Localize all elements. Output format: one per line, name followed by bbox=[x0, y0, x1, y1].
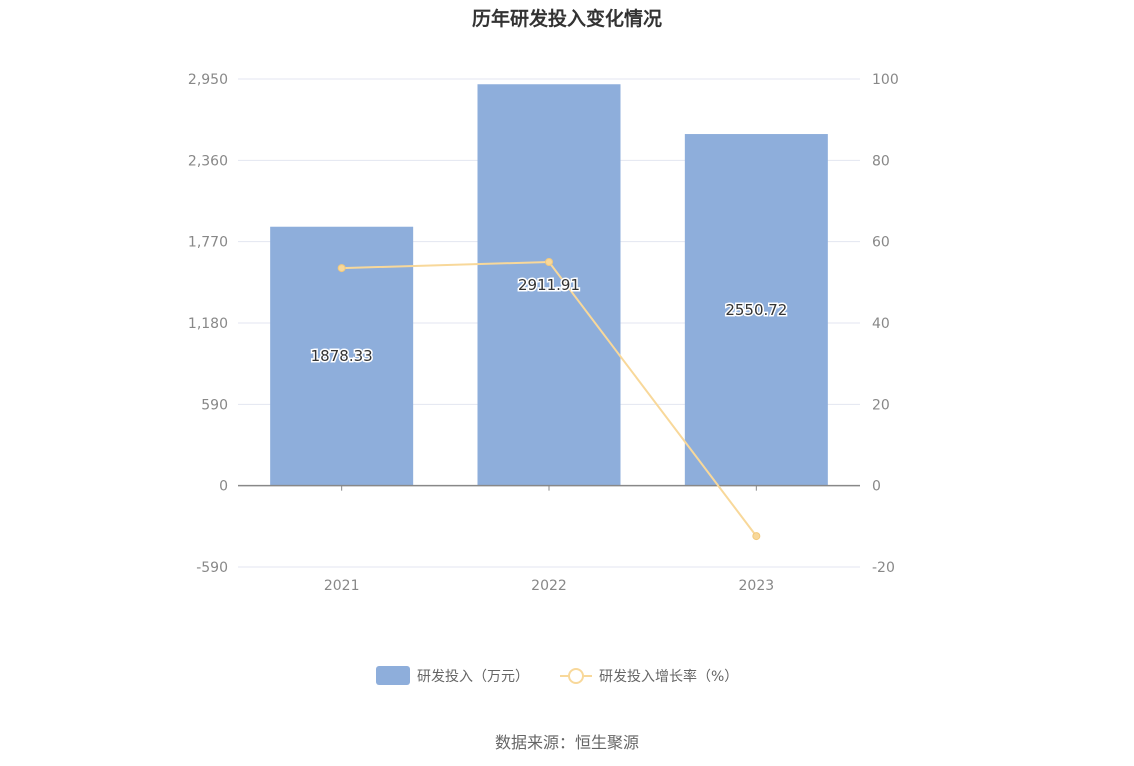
legend-bar-swatch bbox=[376, 666, 410, 685]
y-left-tick-label: 0 bbox=[219, 479, 228, 495]
line-point-2022[interactable] bbox=[545, 258, 553, 266]
y-left-tick-label: -590 bbox=[196, 560, 228, 576]
legend-line-marker bbox=[568, 668, 584, 684]
legend: 研发投入（万元） 研发投入增长率（%） bbox=[376, 666, 738, 685]
y-left-tick-label: 1,180 bbox=[188, 316, 228, 332]
y-right-tick-label: 0 bbox=[872, 479, 881, 495]
y-left-tick-label: 590 bbox=[201, 397, 228, 413]
bar-value-label: 2550.72 bbox=[725, 301, 787, 319]
y-left-axis: 2,950 2,360 1,770 1,180 590 0 -590 bbox=[188, 72, 228, 576]
y-left-tick-label: 1,770 bbox=[188, 235, 228, 251]
bar-2023[interactable] bbox=[684, 134, 828, 486]
y-left-tick-label: 2,950 bbox=[188, 72, 228, 88]
y-right-tick-label: 20 bbox=[872, 397, 890, 413]
line-point-2021[interactable] bbox=[337, 264, 346, 273]
y-right-tick-label: -20 bbox=[872, 560, 895, 576]
y-right-tick-label: 60 bbox=[872, 235, 890, 251]
line-series bbox=[337, 258, 761, 541]
y-right-tick-label: 100 bbox=[872, 72, 899, 88]
x-axis: 2021 2022 2023 bbox=[324, 485, 775, 594]
y-right-tick-label: 80 bbox=[872, 153, 890, 169]
y-right-axis: 100 80 60 40 20 0 -20 bbox=[872, 72, 899, 576]
bar-series bbox=[270, 84, 828, 486]
line-point-2023[interactable] bbox=[752, 532, 761, 541]
legend-item-bar[interactable]: 研发投入（万元） bbox=[376, 666, 529, 685]
bar-value-label: 2911.91 bbox=[518, 276, 580, 294]
bar-2022[interactable] bbox=[477, 84, 621, 486]
legend-label-line: 研发投入增长率（%） bbox=[599, 668, 738, 685]
y-right-tick-label: 40 bbox=[872, 316, 890, 332]
chart-title: 历年研发投入变化情况 bbox=[472, 7, 662, 30]
y-left-tick-label: 2,360 bbox=[188, 153, 228, 169]
x-tick-label: 2023 bbox=[739, 578, 775, 594]
bar-value-label: 1878.33 bbox=[311, 347, 373, 365]
x-tick-label: 2022 bbox=[531, 578, 567, 594]
bar-data-labels: 1878.33 2911.91 2550.72 bbox=[309, 274, 789, 366]
legend-item-line[interactable]: 研发投入增长率（%） bbox=[560, 668, 738, 685]
legend-label-bar: 研发投入（万元） bbox=[417, 669, 529, 685]
source-text: 数据来源：恒生聚源 bbox=[495, 733, 639, 752]
x-tick-label: 2021 bbox=[324, 578, 360, 594]
